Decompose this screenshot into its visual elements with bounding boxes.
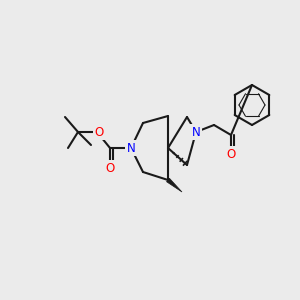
Text: N: N: [192, 125, 200, 139]
Polygon shape: [167, 178, 182, 192]
Text: O: O: [105, 161, 115, 175]
Text: O: O: [226, 148, 236, 160]
Text: O: O: [94, 125, 103, 139]
Text: N: N: [127, 142, 135, 154]
